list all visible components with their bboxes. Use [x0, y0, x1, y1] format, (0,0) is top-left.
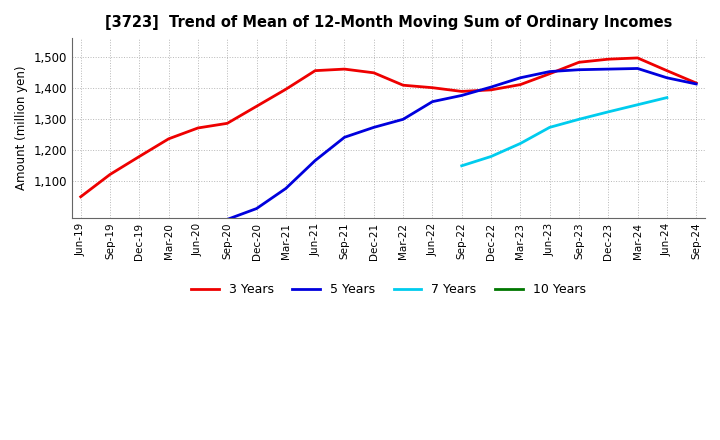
Legend: 3 Years, 5 Years, 7 Years, 10 Years: 3 Years, 5 Years, 7 Years, 10 Years — [186, 279, 590, 301]
Y-axis label: Amount (million yen): Amount (million yen) — [15, 66, 28, 190]
Title: [3723]  Trend of Mean of 12-Month Moving Sum of Ordinary Incomes: [3723] Trend of Mean of 12-Month Moving … — [105, 15, 672, 30]
